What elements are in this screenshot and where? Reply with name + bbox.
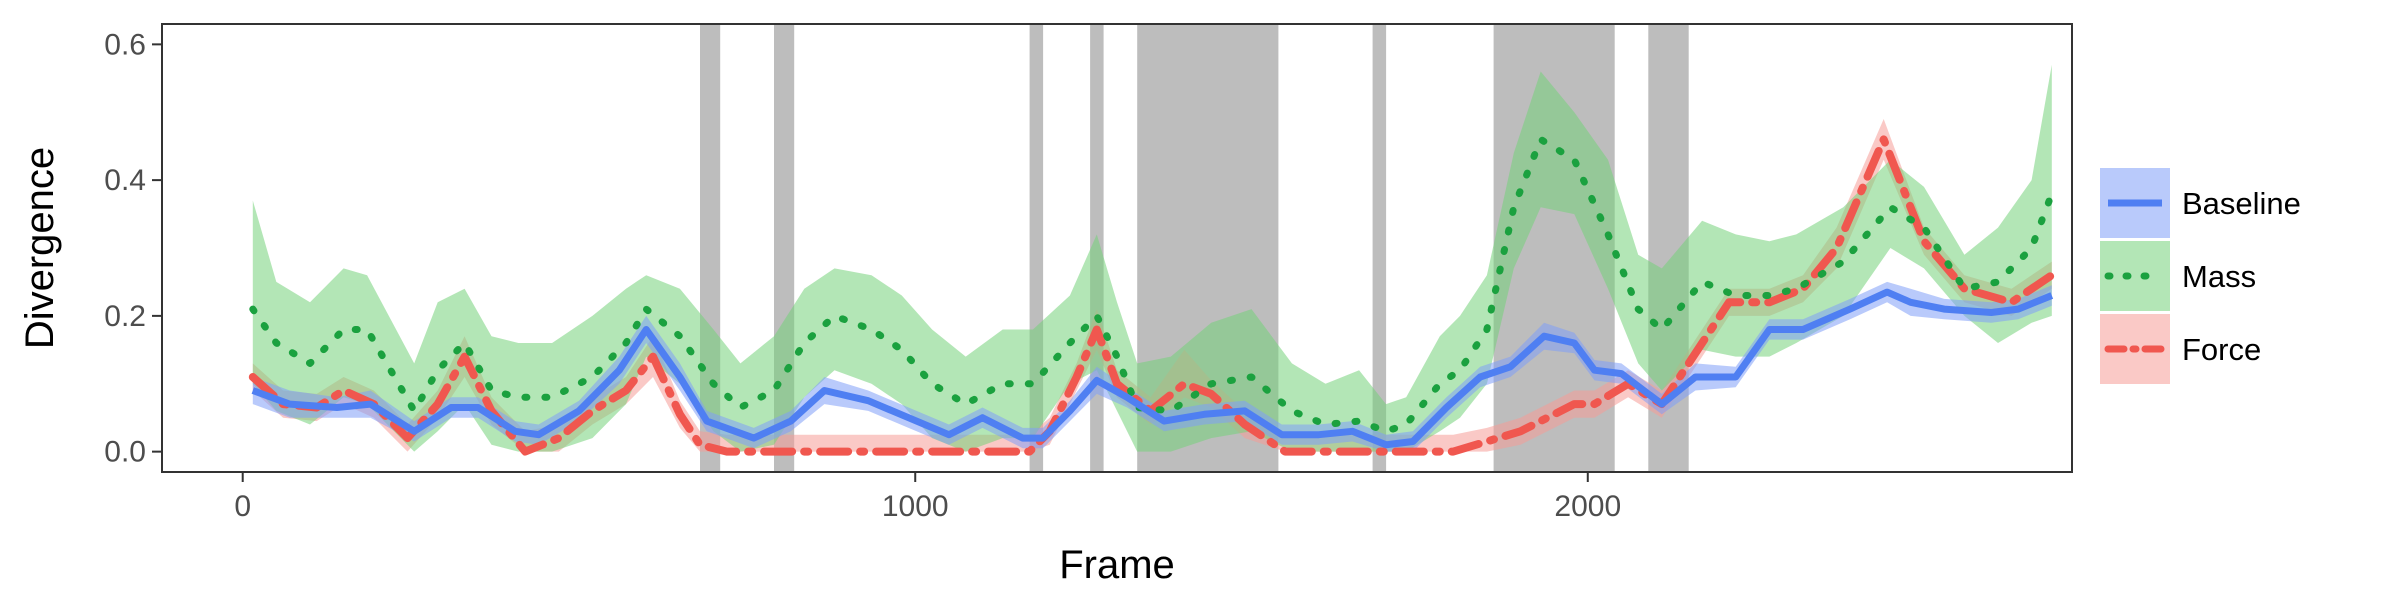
legend: Baseline Mass Force: [2100, 168, 2301, 384]
legend-label-mass: Mass: [2182, 259, 2256, 294]
legend-item-baseline: Baseline: [2100, 168, 2301, 238]
highlight-region-6: [1372, 24, 1387, 472]
y-axis: 0.0 0.2 0.4 0.6: [104, 28, 162, 469]
band-mass: [252, 64, 2052, 452]
x-axis: 0 1000 2000: [234, 472, 1621, 523]
series-lines: [248, 135, 2056, 456]
plot-border: [161, 23, 2073, 473]
x-tick-label: 0: [234, 490, 251, 523]
legend-label-force: Force: [2182, 332, 2261, 367]
legend-label-baseline: Baseline: [2182, 186, 2301, 221]
y-tick-label: 0.6: [104, 28, 146, 61]
series-line-baseline: [251, 288, 2054, 449]
y-tick-label: 0.2: [104, 300, 146, 333]
x-axis-title: Frame: [1059, 543, 1175, 587]
x-tick-label: 1000: [882, 490, 949, 523]
y-axis-title: Divergence: [18, 147, 62, 349]
legend-item-mass: Mass: [2100, 241, 2256, 311]
y-tick-label: 0.4: [104, 164, 146, 197]
y-tick-label: 0.0: [104, 436, 146, 469]
series-line-force: [248, 135, 2056, 456]
x-tick-label: 2000: [1554, 490, 1621, 523]
legend-item-force: Force: [2100, 314, 2261, 384]
